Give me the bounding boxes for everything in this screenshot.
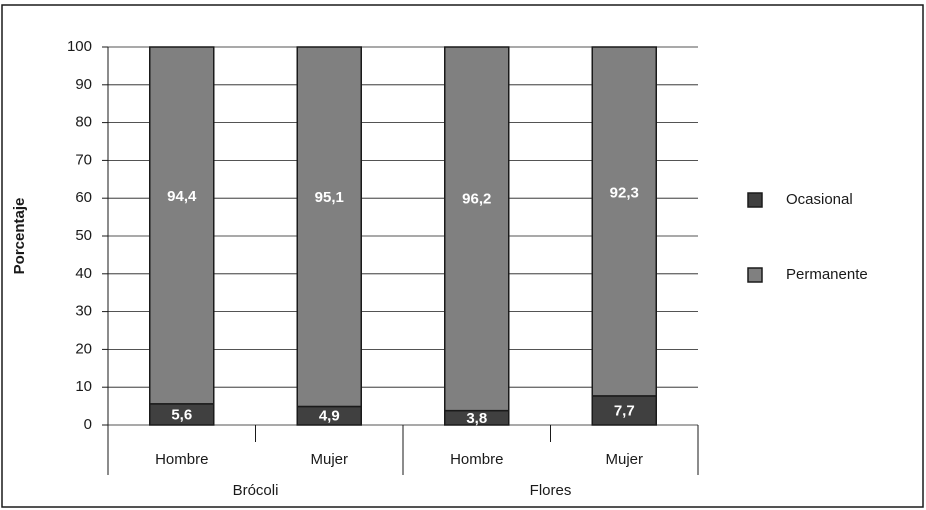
legend-swatch [747,192,763,208]
y-tick-label: 90 [75,76,92,93]
data-label: 3,8 [466,410,487,427]
frame [1,4,924,508]
bar-segment [149,46,215,405]
bar-segment [444,46,510,412]
y-tick-label: 30 [75,303,92,320]
y-tick-label: 10 [75,378,92,395]
legend-swatch [747,267,763,283]
y-tick-label: 20 [75,340,92,357]
group-label: Brócoli [233,482,279,499]
y-tick-label: 50 [75,227,92,244]
y-tick-label: 70 [75,151,92,168]
data-label: 95,1 [315,189,344,206]
x-tick-label: Hombre [155,451,208,468]
y-tick-label: 100 [67,38,92,55]
x-tick-label: Mujer [310,451,348,468]
x-tick-label: Hombre [450,451,503,468]
group-label: Flores [530,482,572,499]
bar-segment [296,46,362,408]
y-tick-label: 40 [75,265,92,282]
data-label: 5,6 [171,406,192,423]
bar-segment [591,46,657,397]
bar-segment [591,395,657,426]
y-tick-label: 60 [75,189,92,206]
data-label: 96,2 [462,191,491,208]
data-label: 4,9 [319,408,340,425]
y-tick-label: 80 [75,114,92,131]
x-tick-label: Mujer [605,451,643,468]
data-label: 92,3 [610,185,639,202]
y-axis-label: Porcentaje [11,198,28,275]
legend-label: Ocasional [786,191,853,208]
y-tick-label: 0 [84,416,92,433]
legend-label: Permanente [786,266,868,283]
data-label: 7,7 [614,402,635,419]
data-label: 94,4 [167,188,197,205]
